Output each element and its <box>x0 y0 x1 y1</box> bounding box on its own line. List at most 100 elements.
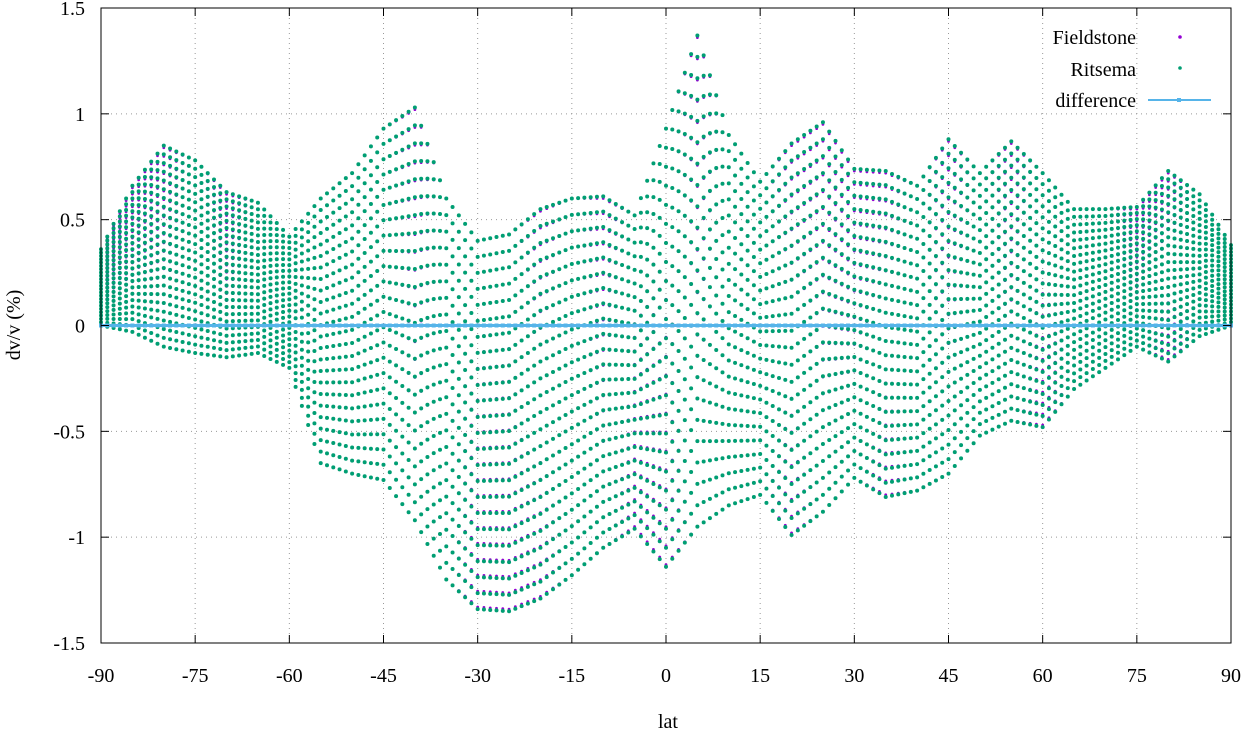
data-point <box>249 278 254 283</box>
data-point <box>230 220 235 225</box>
data-point <box>262 296 267 301</box>
data-point <box>117 245 122 250</box>
data-point <box>249 291 254 296</box>
data-point <box>218 332 223 337</box>
data-point <box>168 241 173 246</box>
data-point <box>130 329 135 334</box>
data-point <box>155 308 160 313</box>
data-point <box>149 206 154 211</box>
data-point <box>205 281 210 286</box>
data-point <box>174 252 179 257</box>
data-point <box>243 196 248 201</box>
data-point <box>243 311 248 316</box>
data-point <box>230 354 235 359</box>
data-point <box>186 163 191 168</box>
data-point <box>230 290 235 295</box>
data-point <box>255 344 260 349</box>
data-point <box>124 259 129 264</box>
data-point <box>124 207 129 212</box>
data-point <box>111 267 116 272</box>
data-point <box>230 269 235 274</box>
data-point <box>124 276 129 281</box>
data-point <box>161 196 166 201</box>
data-point <box>155 250 160 255</box>
data-point <box>174 269 179 274</box>
data-point <box>212 345 216 350</box>
data-point <box>255 311 260 316</box>
data-point <box>186 299 191 304</box>
data-point <box>136 175 141 180</box>
data-point <box>218 339 223 344</box>
data-point <box>205 226 210 231</box>
data-point <box>255 337 260 342</box>
data-point <box>130 234 135 239</box>
data-point <box>136 271 141 276</box>
data-point <box>193 233 198 238</box>
data-point <box>186 239 191 244</box>
data-point <box>218 243 223 248</box>
data-point <box>149 183 154 188</box>
data-point <box>124 219 129 224</box>
data-point <box>105 246 110 251</box>
data-point <box>124 230 129 235</box>
data-point <box>142 262 147 267</box>
data-point <box>186 214 191 219</box>
data-point <box>262 328 267 333</box>
data-point <box>193 158 198 163</box>
data-point <box>218 302 223 307</box>
data-point <box>161 335 166 340</box>
data-point <box>186 223 191 228</box>
data-point <box>243 298 248 303</box>
data-point <box>161 213 166 218</box>
data-point <box>155 275 160 280</box>
data-point <box>224 233 229 238</box>
data-point <box>230 227 235 232</box>
data-point <box>111 244 116 249</box>
data-point <box>105 289 110 294</box>
data-point <box>124 265 129 270</box>
data-point <box>117 291 122 296</box>
data-point <box>199 164 204 169</box>
data-point <box>117 270 122 275</box>
data-point <box>111 253 116 258</box>
data-point <box>149 276 154 281</box>
data-point <box>237 242 242 247</box>
data-point <box>230 312 235 317</box>
data-point <box>212 208 216 213</box>
data-point <box>136 223 141 228</box>
data-point <box>193 217 198 222</box>
data-point <box>212 200 216 205</box>
data-point <box>180 280 185 285</box>
data-point <box>255 318 260 323</box>
data-point <box>161 248 166 253</box>
data-point <box>193 208 198 213</box>
data-point <box>149 159 154 164</box>
data-point <box>168 293 173 298</box>
data-point <box>142 277 147 282</box>
data-point <box>249 331 254 336</box>
data-point <box>180 271 185 276</box>
data-point <box>193 183 198 188</box>
data-point <box>149 284 154 289</box>
data-point <box>136 250 141 255</box>
data-point <box>199 311 204 316</box>
data-point <box>186 341 191 346</box>
data-point <box>149 245 154 250</box>
data-point <box>199 254 204 259</box>
data-point <box>149 338 154 343</box>
data-point <box>136 244 141 249</box>
data-point <box>224 319 229 324</box>
data-point <box>149 253 154 258</box>
data-point <box>218 228 223 233</box>
data-point <box>174 149 179 154</box>
data-point <box>249 245 254 250</box>
data-point <box>174 175 179 180</box>
data-point <box>168 328 173 333</box>
data-point <box>161 152 166 157</box>
data-point <box>142 240 147 245</box>
data-point <box>224 197 229 202</box>
data-point <box>193 200 198 205</box>
data-point <box>249 218 254 223</box>
data-point <box>212 276 216 281</box>
data-point <box>174 287 179 292</box>
